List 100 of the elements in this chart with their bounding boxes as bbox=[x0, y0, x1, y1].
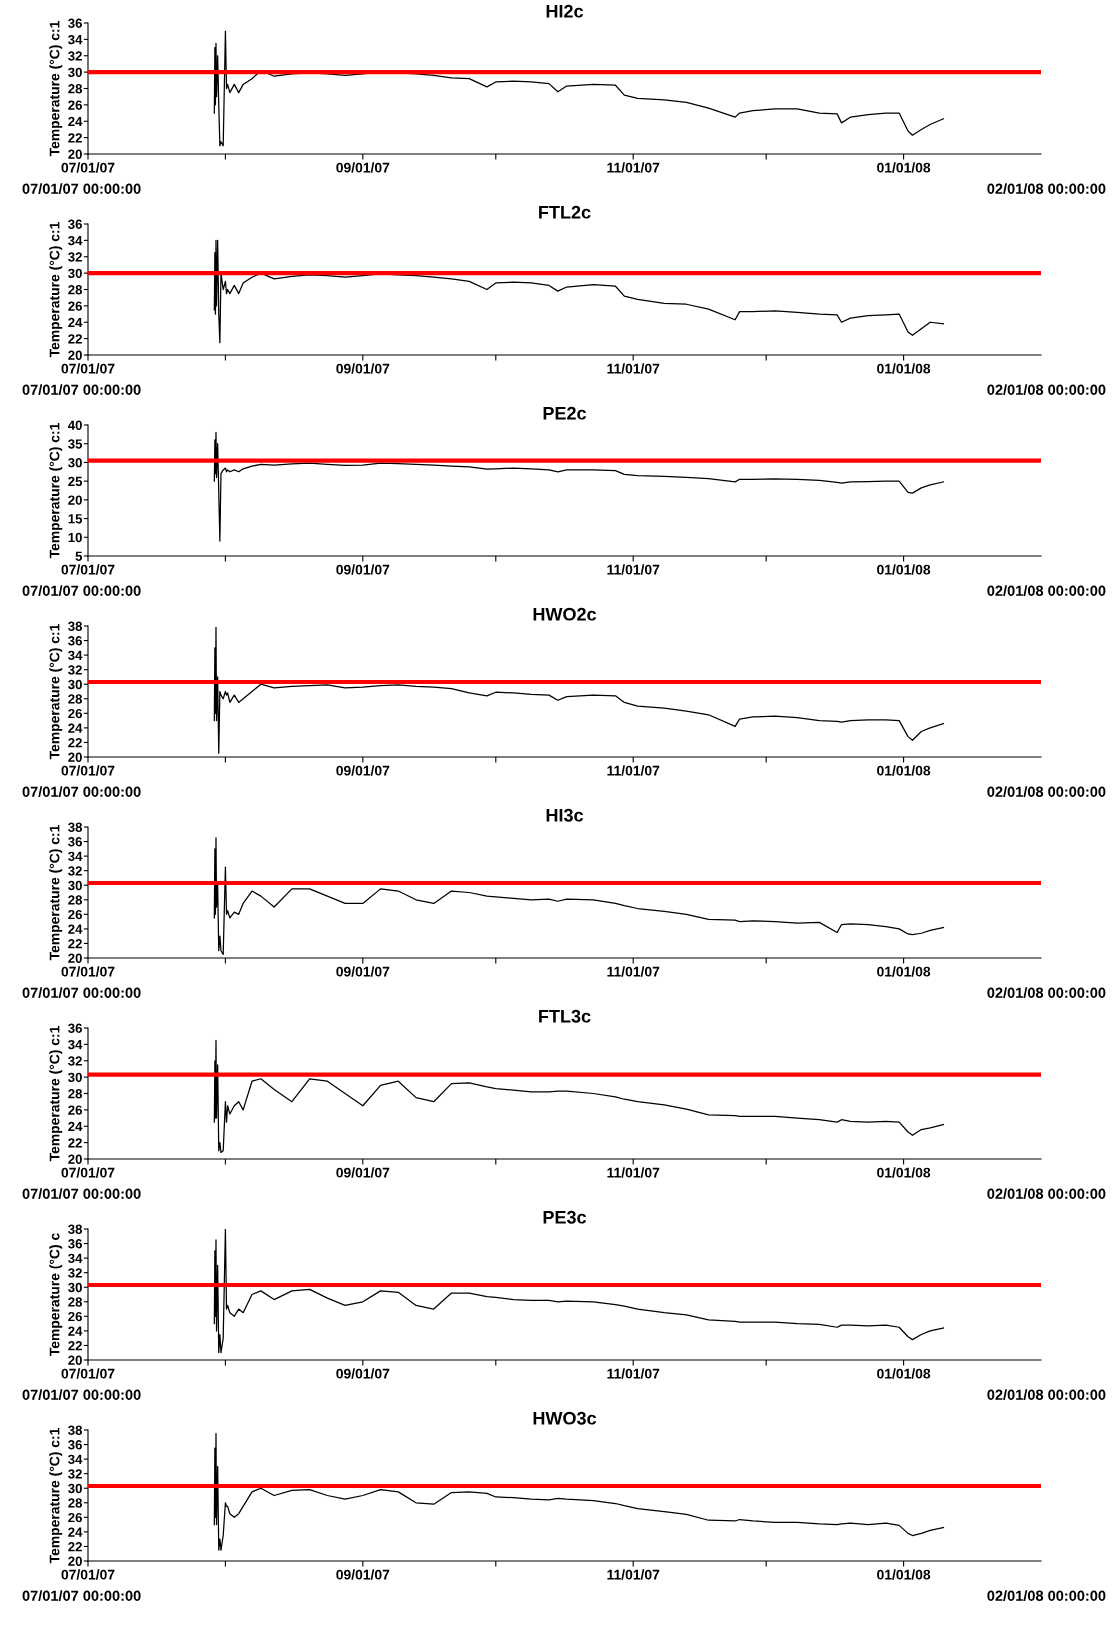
x-tick-label: 01/01/08 bbox=[877, 1569, 931, 1580]
y-tick-label: 32 bbox=[68, 1469, 82, 1479]
y-axis-title: Temperature (°C) c:1 bbox=[49, 825, 63, 961]
y-tick-label: 38 bbox=[68, 621, 83, 631]
y-tick-label: 34 bbox=[68, 1039, 83, 1050]
y-tick-label: 28 bbox=[68, 694, 83, 704]
x-tick-label: 07/01/07 bbox=[61, 765, 115, 776]
y-tick-label: 20 bbox=[68, 350, 82, 360]
y-tick-label: 24 bbox=[68, 723, 83, 733]
y-tick-label: 32 bbox=[68, 866, 82, 876]
x-tick-label: 01/01/08 bbox=[877, 564, 931, 575]
x-tick-label: 11/01/07 bbox=[607, 966, 660, 977]
text: 07/01/07 00:00:00 bbox=[22, 1188, 141, 1200]
text: 02/01/08 00:00:00 bbox=[987, 1590, 1106, 1602]
text: 07/01/07 00:00:00 bbox=[22, 384, 141, 396]
text: 02/01/08 00:00:00 bbox=[987, 384, 1106, 396]
y-tick-label: 24 bbox=[68, 116, 83, 127]
x-tick-label: 07/01/07 bbox=[61, 564, 115, 575]
x-tick-label: 01/01/08 bbox=[877, 162, 931, 173]
x-tick-label: 11/01/07 bbox=[607, 1167, 660, 1178]
y-tick-label: 30 bbox=[68, 1282, 82, 1293]
y-tick-label: 32 bbox=[68, 665, 82, 675]
y-axis-title: Temperature (°C) c:1 bbox=[49, 423, 63, 559]
y-tick-label: 24 bbox=[68, 1527, 83, 1537]
y-tick-label: 32 bbox=[68, 1268, 82, 1278]
y-axis-title: Temperature (°C) c bbox=[49, 1233, 63, 1357]
y-tick-label: 24 bbox=[68, 1121, 83, 1132]
y-tick-label: 34 bbox=[68, 1253, 83, 1264]
y-tick-label: 30 bbox=[68, 67, 82, 78]
y-axis-title: Temperature (°C) c:1 bbox=[49, 222, 63, 358]
text: 07/01/07 00:00:00 bbox=[22, 585, 141, 597]
y-tick-label: 25 bbox=[68, 476, 83, 487]
x-tick-label: 11/01/07 bbox=[607, 564, 660, 575]
y-tick-label: 26 bbox=[68, 100, 82, 110]
text: 07/01/07 00:00:00 bbox=[22, 183, 141, 195]
x-tick-label: 11/01/07 bbox=[607, 765, 660, 776]
y-tick-label: 22 bbox=[68, 133, 82, 143]
line-series bbox=[213, 239, 945, 344]
x-tick-label: 09/01/07 bbox=[336, 363, 390, 374]
chart-title: PE2c bbox=[543, 406, 587, 420]
line-series bbox=[213, 837, 945, 955]
y-axis-title: Temperature (°C) c:1 bbox=[49, 624, 63, 760]
y-tick-label: 36 bbox=[68, 1440, 82, 1450]
y-tick-label: 36 bbox=[68, 636, 82, 646]
text: 07/01/07 00:00:00 bbox=[22, 987, 141, 999]
y-tick-label: 26 bbox=[68, 1512, 82, 1523]
y-tick-label: 32 bbox=[68, 252, 82, 262]
y-tick-label: 20 bbox=[68, 1556, 82, 1566]
x-tick-label: 09/01/07 bbox=[336, 564, 390, 575]
x-tick-label: 01/01/08 bbox=[877, 1368, 931, 1379]
y-tick-label: 28 bbox=[68, 1089, 83, 1099]
y-tick-label: 30 bbox=[68, 880, 82, 891]
y-axis-title: Temperature (°C) c:1 bbox=[49, 1026, 63, 1162]
line-series bbox=[213, 1433, 945, 1551]
y-tick-label: 30 bbox=[68, 679, 82, 690]
x-tick-label: 09/01/07 bbox=[336, 765, 390, 776]
y-tick-label: 38 bbox=[68, 822, 83, 832]
y-tick-label: 10 bbox=[68, 532, 82, 543]
text: 02/01/08 00:00:00 bbox=[987, 585, 1106, 597]
y-tick-label: 20 bbox=[68, 752, 82, 762]
text: 02/01/08 00:00:00 bbox=[987, 1389, 1106, 1401]
y-tick-label: 24 bbox=[68, 1326, 83, 1336]
x-tick-label: 09/01/07 bbox=[336, 966, 390, 977]
y-tick-label: 36 bbox=[68, 1239, 82, 1249]
y-tick-label: 28 bbox=[68, 285, 83, 295]
y-tick-label: 38 bbox=[68, 1425, 83, 1435]
y-tick-label: 20 bbox=[68, 953, 82, 963]
chart-title: HWO3c bbox=[533, 1411, 597, 1425]
line-series bbox=[213, 431, 945, 542]
line-series bbox=[213, 30, 945, 147]
y-tick-label: 28 bbox=[68, 1498, 83, 1508]
y-tick-label: 34 bbox=[68, 851, 83, 862]
y-axis-title: Temperature (°C) c:1 bbox=[49, 21, 63, 157]
chart-title: HI3c bbox=[546, 808, 584, 822]
line-series bbox=[213, 1039, 945, 1154]
y-tick-label: 28 bbox=[68, 1297, 83, 1307]
x-tick-label: 01/01/08 bbox=[877, 363, 931, 374]
y-axis-title: Temperature (°C) c:1 bbox=[49, 1428, 63, 1564]
x-tick-label: 07/01/07 bbox=[61, 966, 115, 977]
y-tick-label: 22 bbox=[68, 334, 82, 344]
y-tick-label: 22 bbox=[68, 1542, 82, 1552]
line-series bbox=[213, 626, 945, 754]
x-tick-label: 07/01/07 bbox=[61, 162, 115, 173]
chart-title: FTL3c bbox=[539, 1009, 591, 1023]
text: 07/01/07 00:00:00 bbox=[22, 1590, 141, 1602]
y-tick-label: 30 bbox=[68, 458, 82, 468]
y-tick-label: 38 bbox=[68, 1224, 83, 1234]
x-tick-label: 11/01/07 bbox=[607, 162, 660, 173]
x-tick-label: 09/01/07 bbox=[336, 1569, 390, 1580]
y-tick-label: 22 bbox=[68, 738, 82, 748]
text: 07/01/07 00:00:00 bbox=[22, 786, 141, 798]
chart-title: HWO2c bbox=[533, 607, 597, 621]
y-tick-label: 20 bbox=[68, 1355, 82, 1365]
x-tick-label: 09/01/07 bbox=[336, 1368, 390, 1379]
y-tick-label: 40 bbox=[67, 420, 82, 430]
y-tick-label: 26 bbox=[68, 1105, 82, 1115]
y-tick-label: 26 bbox=[68, 301, 82, 311]
chart-title: PE3c bbox=[543, 1210, 587, 1224]
y-tick-label: 26 bbox=[68, 708, 82, 719]
y-tick-label: 22 bbox=[68, 1341, 82, 1351]
